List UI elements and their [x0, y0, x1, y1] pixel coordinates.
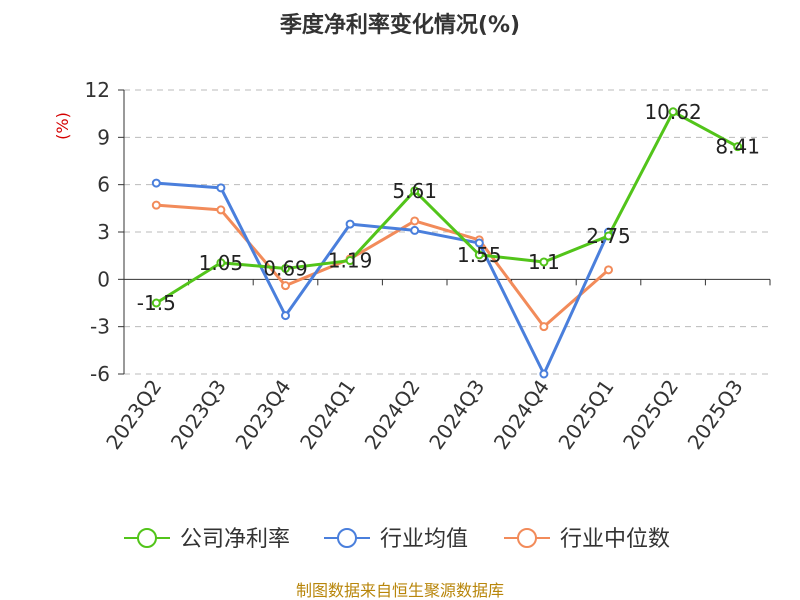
x-tick-label: 2025Q2: [618, 375, 683, 454]
data-point: [410, 216, 420, 226]
y-tick-label: 12: [85, 78, 110, 102]
data-point: [345, 219, 355, 229]
y-tick-label: 6: [97, 173, 110, 197]
data-point: [281, 281, 290, 291]
grid-layer: [124, 89, 770, 375]
data-label: 1.1: [528, 250, 560, 274]
y-tick-label: 0: [97, 267, 110, 291]
y-axis-unit-label: (%): [53, 112, 72, 140]
x-tick-label: 2024Q4: [489, 375, 554, 454]
series-line: [155, 110, 739, 305]
chart-title: 季度净利率变化情况(%): [280, 12, 520, 38]
series-0: [151, 107, 743, 308]
legend-label: 行业均值: [380, 527, 468, 552]
data-point: [474, 250, 484, 260]
data-label: -1.5: [137, 291, 176, 315]
source-note: 制图数据来自恒生聚源数据库: [296, 581, 504, 600]
data-point: [151, 298, 161, 308]
data-point: [216, 205, 226, 215]
data-point: [151, 200, 161, 210]
x-tick-label: 2025Q3: [683, 375, 748, 454]
data-label: 1.55: [457, 243, 502, 267]
data-label: 2.75: [586, 224, 631, 248]
y-tick-label: -3: [90, 315, 110, 339]
y-tick-label: 3: [97, 220, 110, 244]
series-layer: [151, 107, 743, 379]
data-point: [539, 257, 549, 267]
x-tick-label: 2023Q4: [230, 375, 295, 454]
data-point: [281, 263, 290, 273]
data-label: 1.19: [328, 249, 373, 273]
x-tick-label: 2024Q3: [424, 375, 489, 454]
legend-label: 公司净利率: [180, 527, 290, 552]
legend-marker: [517, 528, 537, 548]
x-tick-label: 2024Q1: [295, 375, 360, 454]
data-point: [410, 225, 420, 235]
data-point: [539, 322, 549, 332]
y-tick-label: 9: [97, 125, 110, 149]
data-point: [668, 107, 678, 117]
data-label: 8.41: [715, 135, 760, 159]
data-point: [733, 142, 743, 152]
x-tick-label: 2025Q1: [553, 375, 618, 454]
data-point: [216, 183, 226, 193]
data-point: [151, 178, 161, 188]
legend: 公司净利率 行业均值 行业中位数: [124, 527, 670, 552]
series-2: [151, 200, 613, 332]
data-point: [604, 265, 613, 275]
series-line: [156, 203, 610, 329]
y-tick-label: -6: [90, 362, 110, 386]
data-point: [539, 369, 549, 379]
data-label: 1.05: [199, 251, 244, 275]
data-point: [604, 231, 613, 241]
x-tick-label: 2023Q3: [166, 375, 231, 454]
data-label: 0.69: [263, 256, 308, 280]
legend-item: 公司净利率: [124, 527, 290, 552]
data-point: [345, 256, 355, 266]
data-point: [281, 311, 290, 321]
legend-marker: [337, 528, 357, 548]
legend-item: 行业均值: [324, 527, 468, 552]
legend-marker: [137, 528, 157, 548]
data-point: [474, 238, 484, 248]
legend-label: 行业中位数: [560, 527, 670, 552]
x-tick-label: 2024Q2: [360, 375, 425, 454]
x-tick-label: 2023Q2: [101, 375, 166, 454]
data-point: [216, 258, 226, 268]
data-label: 10.62: [644, 100, 701, 124]
data-label: 5.61: [392, 179, 437, 203]
data-label-layer: -1.5 1.05 0.69 1.19 5.61 1.55 1.1 2.75 10.62 8.41: [137, 100, 760, 315]
data-point: [410, 186, 420, 196]
legend-item: 行业中位数: [504, 527, 670, 552]
